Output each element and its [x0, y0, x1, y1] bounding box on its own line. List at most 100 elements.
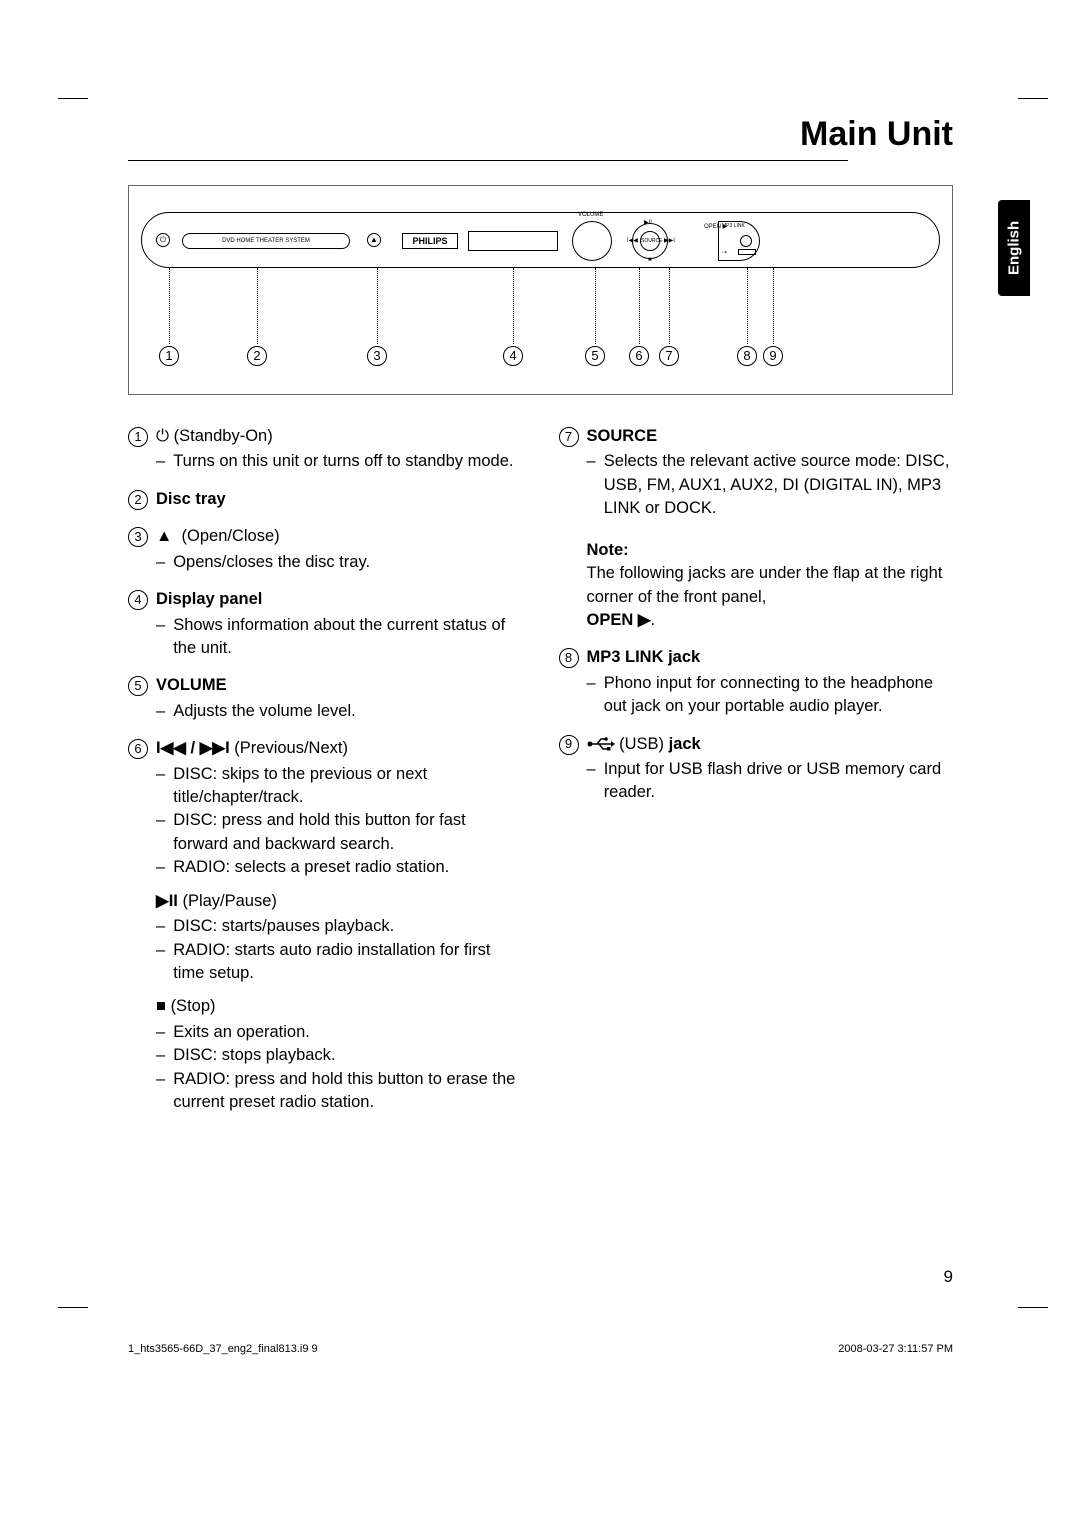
leader-line [773, 268, 774, 344]
footer: 1_hts3565-66D_37_eng2_final813.i9 9 2008… [128, 1343, 953, 1355]
volume-knob [572, 221, 612, 261]
callout-circle: 5 [585, 346, 605, 366]
callout-circle: 7 [659, 346, 679, 366]
item-desc: RADIO: starts auto radio installation fo… [173, 939, 522, 986]
item-desc: Input for USB flash drive or USB memory … [604, 758, 953, 805]
leader-line [669, 268, 670, 344]
item-title: Disc tray [156, 488, 226, 511]
dash: – [156, 551, 165, 574]
item-desc: Shows information about the current stat… [173, 614, 522, 661]
note-heading: Note: [587, 539, 954, 562]
footer-timestamp: 2008-03-27 3:11:57 PM [838, 1343, 953, 1355]
item-desc: DISC: press and hold this button for fas… [173, 809, 522, 856]
usb-slot-icon [738, 249, 756, 255]
dash: – [156, 700, 165, 723]
item-desc: Phono input for connecting to the headph… [604, 672, 953, 719]
item-desc: RADIO: press and hold this button to era… [173, 1068, 522, 1115]
item-desc: DISC: stops playback. [173, 1044, 335, 1067]
callout-number: 7 [559, 427, 579, 447]
crop-mark [1018, 1307, 1048, 1308]
item-label: (Stop) [171, 997, 216, 1015]
dash: – [587, 672, 596, 719]
dash: – [156, 614, 165, 661]
usb-icon [587, 737, 615, 751]
callout-number: 1 [128, 427, 148, 447]
page-number: 9 [944, 1267, 953, 1287]
callout-circle: 9 [763, 346, 783, 366]
callout-circle: 8 [737, 346, 757, 366]
item-title: VOLUME [156, 674, 227, 697]
page-content: Main Unit English ⏻ DVD HOME THEATER SYS… [88, 30, 1018, 1460]
stop-icon: ■ [648, 257, 652, 263]
leader-line [257, 268, 258, 344]
item-open-close: 3 ▲ (Open/Close) –Opens/closes the disc … [128, 525, 523, 574]
leader-line [595, 268, 596, 344]
callout-number: 8 [559, 648, 579, 668]
leader-line [169, 268, 170, 344]
callout-number: 6 [128, 739, 148, 759]
item-desc: Opens/closes the disc tray. [173, 551, 370, 574]
device-outline: ⏻ DVD HOME THEATER SYSTEM ▲ PHILIPS VOLU… [141, 212, 940, 268]
item-source: 7 SOURCE –Selects the relevant active so… [559, 425, 954, 521]
item-label: (Previous/Next) [234, 739, 348, 757]
item-title: SOURCE [587, 425, 658, 448]
prev-icon: I◀◀ [627, 237, 638, 244]
item-usb: 9 (USB) jack –Input for USB flash drive … [559, 733, 954, 805]
left-column: 1 ⏻ (Standby-On) –Turns on this unit or … [128, 425, 523, 1129]
title-block: Main Unit [88, 115, 953, 161]
leader-line [377, 268, 378, 344]
item-desc: RADIO: selects a preset radio station. [173, 856, 449, 879]
crop-mark [58, 98, 88, 99]
dash: – [156, 1044, 165, 1067]
dash: – [587, 758, 596, 805]
usb-icon: ⇢ [722, 249, 727, 256]
mp3-link-label: MP3 LINK [722, 223, 745, 229]
prev-next-icon: I◀◀ / ▶▶I [156, 739, 230, 757]
item-desc: Selects the relevant active source mode:… [604, 450, 953, 520]
footer-filename: 1_hts3565-66D_37_eng2_final813.i9 9 [128, 1343, 318, 1355]
right-column: 7 SOURCE –Selects the relevant active so… [559, 425, 954, 1129]
dash: – [156, 809, 165, 856]
crop-mark [1018, 98, 1048, 99]
item-label: (Open/Close) [182, 527, 280, 545]
device-diagram: ⏻ DVD HOME THEATER SYSTEM ▲ PHILIPS VOLU… [128, 185, 953, 395]
callout-number: 3 [128, 527, 148, 547]
callout-circle: 3 [367, 346, 387, 366]
item-label: (Play/Pause) [182, 892, 276, 910]
item-prev-next: 6 I◀◀ / ▶▶I (Previous/Next) –DISC: skips… [128, 737, 523, 1114]
volume-label: VOLUME [578, 212, 603, 218]
play-pause-icon: ▶II [156, 892, 178, 910]
page-title: Main Unit [88, 115, 953, 154]
callout-number: 2 [128, 490, 148, 510]
sub-play-pause: ▶II (Play/Pause) [156, 890, 523, 913]
mp3-jack-icon [740, 235, 752, 247]
item-title: jack [669, 735, 701, 753]
title-rule [128, 160, 848, 161]
item-title: MP3 LINK jack [587, 646, 701, 669]
description-columns: 1 ⏻ (Standby-On) –Turns on this unit or … [128, 425, 953, 1129]
dash: – [156, 1021, 165, 1044]
brand-label: PHILIPS [402, 233, 458, 249]
callout-number: 4 [128, 590, 148, 610]
disc-tray: DVD HOME THEATER SYSTEM [182, 233, 350, 249]
item-title: Display panel [156, 588, 262, 611]
usb-label: (USB) [619, 735, 664, 753]
item-volume: 5 VOLUME –Adjusts the volume level. [128, 674, 523, 723]
callout-circle: 1 [159, 346, 179, 366]
leader-line [639, 268, 640, 344]
power-icon: ⏻ [156, 427, 169, 445]
dash: – [156, 1068, 165, 1115]
item-desc: Exits an operation. [173, 1021, 310, 1044]
power-icon: ⏻ [156, 233, 170, 247]
crop-mark [58, 1307, 88, 1308]
dash: – [156, 763, 165, 810]
item-display-panel: 4 Display panel –Shows information about… [128, 588, 523, 660]
source-button: SOURCE [640, 231, 660, 251]
leader-line [747, 268, 748, 344]
leader-line [513, 268, 514, 344]
stop-icon: ■ [156, 997, 166, 1015]
dash: – [587, 450, 596, 520]
dash: – [156, 915, 165, 938]
play-pause-icon: ▶II [644, 219, 652, 226]
item-desc: DISC: skips to the previous or next titl… [173, 763, 522, 810]
